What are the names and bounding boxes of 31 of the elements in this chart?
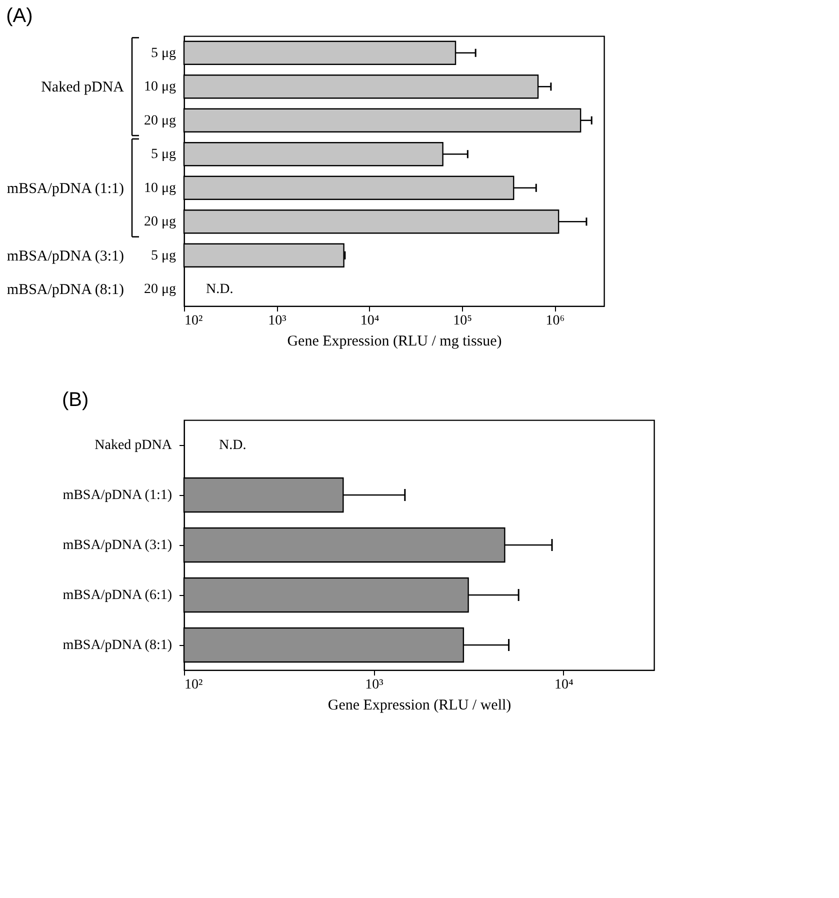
x-tick-label: 10⁴ (554, 678, 574, 692)
x-tick-label: 10⁴ (360, 314, 380, 328)
y-tick-label: 10 μg (144, 180, 176, 196)
text: (A) (6, 5, 33, 27)
chart-title: (B) (62, 389, 89, 411)
x-tick-label: 10⁶ (546, 314, 565, 328)
y-tick-label: Naked pDNA (94, 438, 173, 453)
y-tick-label: mBSA/pDNA (6:1) (62, 588, 172, 603)
text: mBSA/pDNA (1:1) (6, 180, 124, 197)
y-tick-label: 20 μg (144, 282, 176, 298)
text: N.D. (219, 438, 246, 453)
x-tick-label: 10² (184, 678, 203, 692)
y-tick-label: 20 μg (144, 113, 176, 128)
text: mBSA/pDNA (3:1) (6, 248, 124, 264)
y-tick-label: 20 μg (144, 214, 176, 230)
text: Naked pDNA (41, 80, 124, 96)
x-axis-title: Gene Expression (RLU / well) (328, 698, 512, 714)
y-tick-label: 5 μg (150, 248, 176, 264)
text: mBSA/pDNA (8:1) (6, 282, 124, 298)
text: N.D. (206, 282, 234, 298)
x-tick-label: 10⁵ (453, 314, 472, 328)
y-tick-label: mBSA/pDNA (3:1) (62, 538, 172, 553)
y-tick-label: 5 μg (150, 147, 176, 162)
x-tick-label: 10² (184, 314, 203, 328)
y-tick-label: mBSA/pDNA (1:1) (62, 488, 172, 503)
x-tick-label: 10³ (365, 678, 384, 692)
x-tick-label: 10³ (268, 314, 286, 328)
y-tick-label: mBSA/pDNA (8:1) (62, 638, 172, 653)
y-tick-label: 10 μg (144, 80, 176, 95)
x-axis-title: Gene Expression (RLU / mg tissue) (287, 334, 502, 350)
y-tick-label: 5 μg (150, 46, 176, 61)
